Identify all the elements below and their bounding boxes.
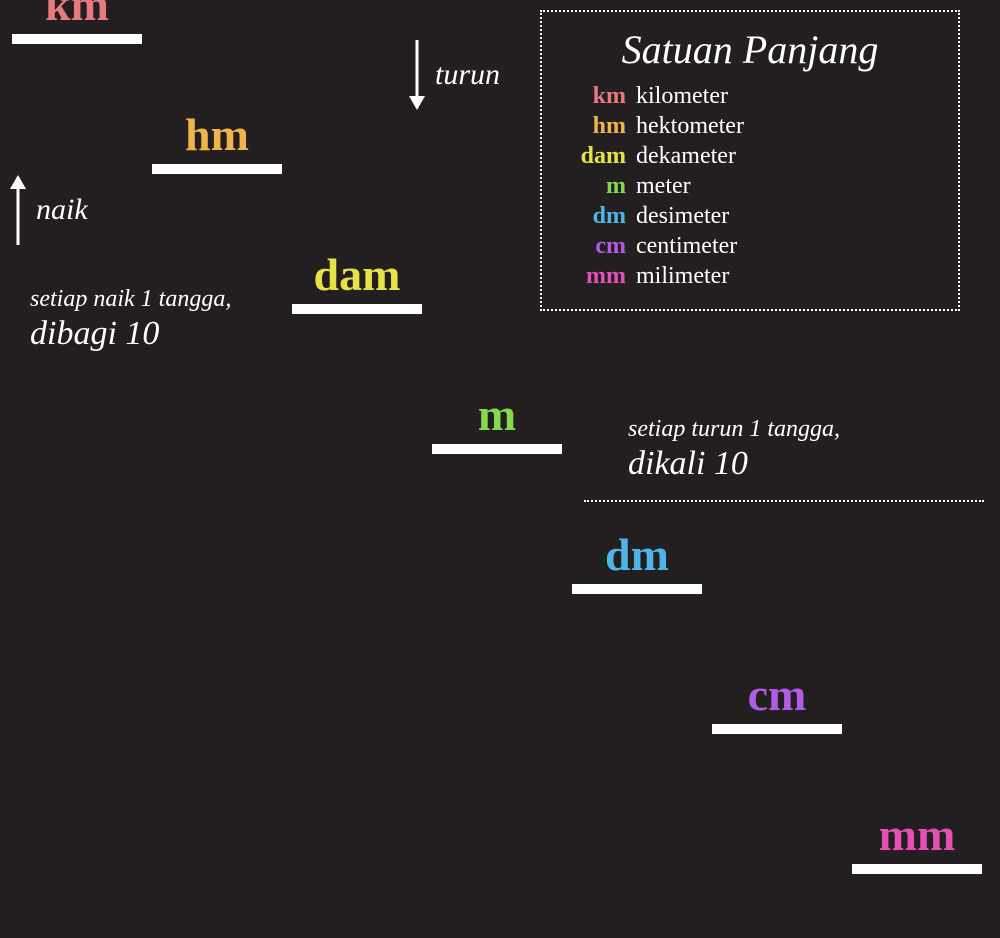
legend-row-dm: dm desimeter <box>564 201 936 231</box>
step-bar <box>572 584 702 594</box>
up-label-text: naik <box>36 193 88 227</box>
legend-row-cm: cm centimeter <box>564 231 936 261</box>
legend-box: Satuan Panjang km kilometer hm hektomete… <box>540 10 960 311</box>
step-bar <box>292 304 422 314</box>
note-up-line1: setiap naik 1 tangga, <box>30 285 231 314</box>
abbr-m: m <box>478 392 516 438</box>
legend-row-m: m meter <box>564 171 936 201</box>
legend-full-dm: desimeter <box>636 201 729 231</box>
legend-abbr-hm: hm <box>564 111 626 141</box>
legend-title: Satuan Panjang <box>564 26 936 73</box>
step-bar <box>432 444 562 454</box>
abbr-dam: dam <box>314 252 401 298</box>
step-bar <box>152 164 282 174</box>
step-bar <box>712 724 842 734</box>
step-bar <box>12 34 142 44</box>
legend-row-dam: dam dekameter <box>564 141 936 171</box>
note-up-line2: dibagi 10 <box>30 314 231 355</box>
abbr-cm: cm <box>748 672 807 718</box>
legend-full-dam: dekameter <box>636 141 736 171</box>
abbr-mm: mm <box>879 812 956 858</box>
note-down-line2: dikali 10 <box>628 444 840 485</box>
dotted-line <box>584 500 984 502</box>
note-down: setiap turun 1 tangga, dikali 10 <box>628 415 840 485</box>
legend-full-m: meter <box>636 171 691 201</box>
legend-abbr-cm: cm <box>564 231 626 261</box>
legend-abbr-dam: dam <box>564 141 626 171</box>
legend-abbr-km: km <box>564 81 626 111</box>
length-units-staircase-diagram: { "type": "infographic", "background_col… <box>0 0 1000 938</box>
legend-row-hm: hm hektometer <box>564 111 936 141</box>
abbr-km: km <box>45 0 109 28</box>
legend-abbr-mm: mm <box>564 261 626 291</box>
note-up: setiap naik 1 tangga, dibagi 10 <box>30 285 231 355</box>
up-label-group: naik <box>8 175 88 245</box>
legend-full-km: kilometer <box>636 81 728 111</box>
step-mm: mm <box>852 812 982 874</box>
arrow-down-icon <box>407 40 427 110</box>
note-down-line1: setiap turun 1 tangga, <box>628 415 840 444</box>
down-label-text: turun <box>435 58 500 92</box>
legend-abbr-dm: dm <box>564 201 626 231</box>
step-dm: dm <box>572 532 702 594</box>
step-dam: dam <box>292 252 422 314</box>
step-km: km <box>12 0 142 44</box>
step-m: m <box>432 392 562 454</box>
step-bar <box>852 864 982 874</box>
arrow-up-icon <box>8 175 28 245</box>
legend-full-hm: hektometer <box>636 111 744 141</box>
legend-full-mm: milimeter <box>636 261 729 291</box>
legend-row-km: km kilometer <box>564 81 936 111</box>
step-hm: hm <box>152 112 282 174</box>
down-label-group: turun <box>407 40 500 110</box>
legend-full-cm: centimeter <box>636 231 737 261</box>
legend-row-mm: mm milimeter <box>564 261 936 291</box>
abbr-hm: hm <box>185 112 249 158</box>
abbr-dm: dm <box>605 532 669 578</box>
legend-abbr-m: m <box>564 171 626 201</box>
step-cm: cm <box>712 672 842 734</box>
